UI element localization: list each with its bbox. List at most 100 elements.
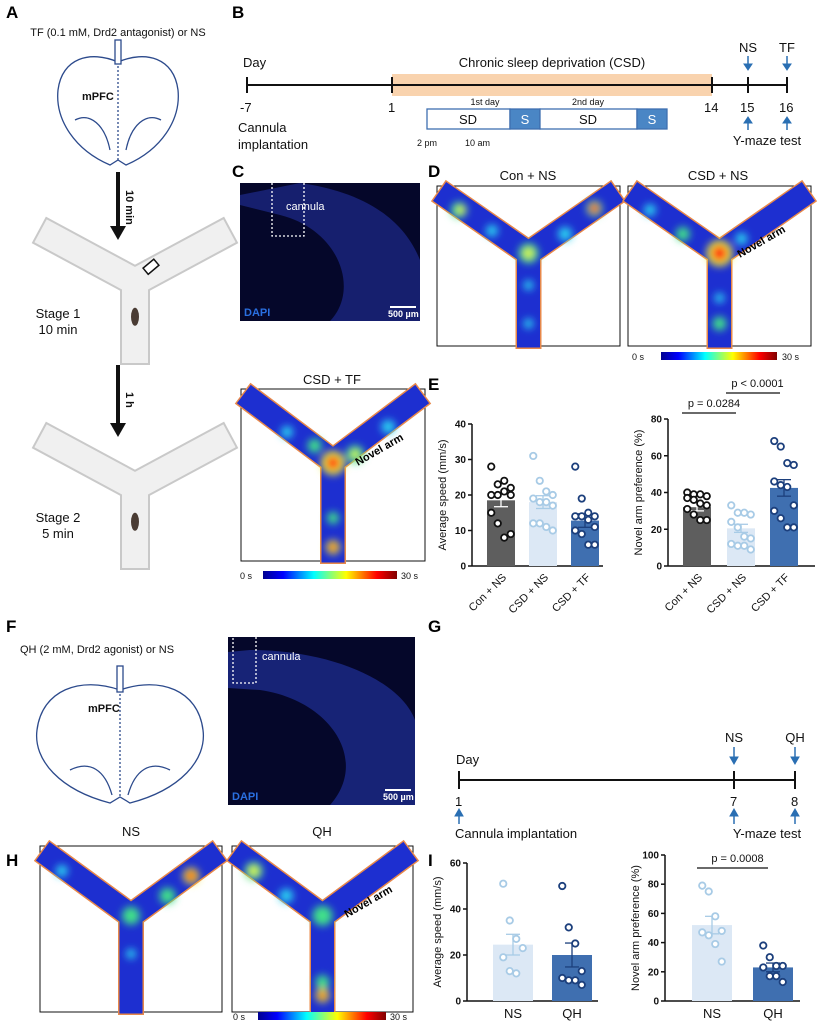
hotspot bbox=[675, 227, 690, 241]
data-point bbox=[778, 977, 787, 987]
x-tick-label: NS bbox=[504, 1006, 522, 1021]
data-point bbox=[746, 545, 755, 554]
y-tick-label: 20 bbox=[648, 967, 660, 978]
data-point bbox=[487, 508, 496, 517]
data-point bbox=[783, 482, 792, 492]
time-label: 2 pm bbox=[417, 138, 437, 148]
data-point bbox=[493, 519, 502, 528]
data-point bbox=[717, 926, 726, 936]
data-point bbox=[535, 476, 544, 485]
data-point bbox=[772, 961, 781, 971]
hotspot bbox=[186, 870, 197, 881]
data-point bbox=[776, 514, 785, 523]
data-point bbox=[740, 532, 749, 541]
data-point bbox=[571, 512, 580, 521]
region-label: mPFC bbox=[82, 91, 114, 103]
data-point bbox=[500, 487, 509, 496]
colorbar-max: 30 s bbox=[390, 1012, 408, 1022]
data-point bbox=[506, 490, 515, 500]
cannula-outline bbox=[232, 637, 257, 684]
data-point bbox=[696, 499, 705, 508]
panel-label: G bbox=[428, 617, 441, 636]
brain-section-icon bbox=[57, 39, 179, 166]
stain-label: DAPI bbox=[232, 791, 258, 803]
hotspot bbox=[735, 232, 748, 245]
data-point bbox=[529, 519, 538, 528]
colorbar-max: 30 s bbox=[401, 571, 419, 581]
colorbar-min: 0 s bbox=[240, 571, 253, 581]
x-tick-label: CSD + NS bbox=[507, 572, 552, 617]
heatmap-con-ns bbox=[430, 179, 627, 349]
hotspot bbox=[55, 864, 68, 877]
stain-label: DAPI bbox=[244, 307, 270, 319]
data-point bbox=[727, 501, 736, 510]
data-point bbox=[696, 490, 705, 499]
arrow-down-icon bbox=[110, 365, 126, 437]
occupancy-hotspots bbox=[281, 419, 396, 555]
day1-label: 1st day bbox=[470, 97, 500, 107]
brain-section-icon bbox=[35, 665, 205, 804]
tick-label: 1 bbox=[455, 794, 462, 809]
data-point bbox=[765, 953, 774, 962]
data-point bbox=[500, 533, 509, 542]
y-maze-schematic bbox=[31, 421, 239, 570]
time-label: 10 am bbox=[465, 138, 490, 148]
y-tick-label: 10 bbox=[455, 526, 467, 537]
data-point bbox=[564, 923, 573, 932]
tick-label: 14 bbox=[704, 100, 718, 115]
data-point bbox=[772, 972, 781, 981]
data-point bbox=[535, 497, 544, 507]
data-point bbox=[542, 497, 551, 507]
day-label: Day bbox=[456, 752, 480, 767]
heatmap-title: QH bbox=[312, 824, 332, 839]
data-point bbox=[727, 517, 736, 527]
x-tick-label: Con + NS bbox=[467, 572, 509, 614]
data-point bbox=[783, 458, 792, 468]
hotspot bbox=[456, 206, 465, 214]
data-point bbox=[789, 501, 798, 510]
hotspot bbox=[643, 204, 656, 216]
data-point bbox=[506, 483, 515, 492]
hotspot bbox=[122, 906, 140, 925]
data-point bbox=[711, 939, 720, 949]
panel-label: D bbox=[428, 162, 440, 181]
x-tick-label: CSD + TF bbox=[749, 571, 792, 614]
panel-label: I bbox=[428, 851, 433, 870]
hotspot bbox=[315, 975, 330, 990]
scale-bar-label: 500 µm bbox=[383, 792, 414, 802]
data-point bbox=[759, 963, 768, 972]
y-axis-label: Novel arm preference (%) bbox=[630, 865, 642, 991]
heatmap-qh bbox=[225, 839, 420, 1015]
data-point bbox=[698, 928, 707, 937]
hotspot bbox=[329, 543, 337, 552]
y-tick-label: 80 bbox=[648, 880, 660, 891]
panel-g-timeline: G Day 1 7 8 NS QH Cannula implantation Y… bbox=[428, 617, 805, 841]
data-point bbox=[505, 916, 514, 925]
occupancy-hotspots bbox=[244, 861, 333, 1003]
data-point bbox=[776, 481, 785, 490]
data-point bbox=[577, 966, 586, 976]
data-point bbox=[505, 966, 514, 976]
ns-label: NS bbox=[725, 730, 743, 745]
colorbar bbox=[263, 571, 397, 579]
interval-label: 10 min bbox=[123, 190, 135, 225]
x-tick-label: CSD + TF bbox=[550, 571, 593, 614]
data-point bbox=[548, 526, 557, 535]
data-point bbox=[584, 508, 593, 517]
tick-label: 16 bbox=[779, 100, 793, 115]
data-point bbox=[683, 493, 692, 503]
treatment-label: TF (0.1 mM, Drd2 antagonist) or NS bbox=[30, 27, 205, 39]
data-point bbox=[548, 501, 557, 510]
p-value-label: p = 0.0008 bbox=[711, 853, 763, 865]
y-axis-label: Average speed (mm/s) bbox=[432, 876, 444, 987]
hotspot bbox=[485, 224, 498, 237]
data-point bbox=[689, 510, 698, 519]
data-point bbox=[548, 490, 557, 500]
data-point bbox=[590, 512, 599, 521]
data-point bbox=[558, 973, 567, 983]
arrow-up-icon bbox=[454, 807, 800, 824]
data-point bbox=[727, 539, 736, 549]
p-value-label: p = 0.0284 bbox=[688, 398, 740, 410]
data-point bbox=[702, 501, 711, 510]
